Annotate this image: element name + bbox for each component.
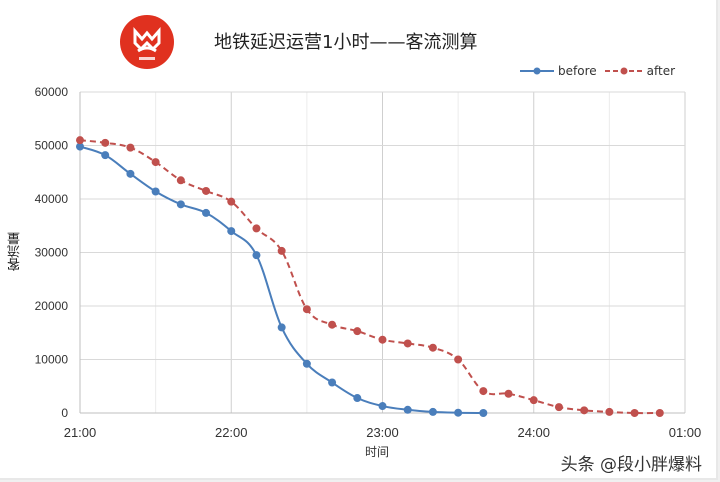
data-point <box>403 339 412 348</box>
data-point <box>403 405 412 414</box>
data-point <box>378 402 387 411</box>
svg-text:22:00: 22:00 <box>215 425 248 440</box>
data-point <box>202 208 211 217</box>
data-point <box>328 320 337 329</box>
tick-labels: 0 10000 20000 30000 40000 50000 60000 21:00 22:0… <box>35 85 702 440</box>
data-point <box>252 251 261 260</box>
data-point <box>479 387 488 396</box>
series-lines <box>76 136 664 417</box>
data-point <box>655 409 664 417</box>
data-point <box>126 143 135 152</box>
svg-text:23:00: 23:00 <box>366 425 399 440</box>
svg-text:50000: 50000 <box>35 139 69 153</box>
svg-text:40000: 40000 <box>35 192 69 206</box>
svg-text:0: 0 <box>61 406 68 420</box>
data-point <box>454 408 463 417</box>
data-point <box>353 394 362 403</box>
svg-text:60000: 60000 <box>35 85 69 99</box>
svg-text:21:00: 21:00 <box>64 425 97 440</box>
data-point <box>302 305 311 314</box>
series-before <box>76 142 488 417</box>
svg-text:24:00: 24:00 <box>517 425 550 440</box>
legend-after-line-icon <box>604 67 643 75</box>
data-point <box>504 389 513 398</box>
data-point <box>554 403 563 412</box>
data-point <box>454 355 463 364</box>
data-point <box>126 169 135 178</box>
gridlines <box>79 91 686 414</box>
svg-text:20000: 20000 <box>35 299 69 313</box>
data-point <box>630 409 639 417</box>
data-point <box>202 186 211 195</box>
data-point <box>529 396 538 405</box>
watermark: 头条 @段小胖爆料 <box>560 455 702 475</box>
data-point <box>378 335 387 344</box>
x-axis-label: 时间 <box>365 445 390 459</box>
data-point <box>227 227 236 236</box>
data-point <box>302 359 311 368</box>
data-point <box>151 158 160 167</box>
data-point <box>151 187 160 196</box>
data-point <box>428 343 437 352</box>
data-point <box>76 136 84 145</box>
legend-before-line-icon <box>520 67 554 75</box>
data-point <box>428 407 437 416</box>
data-point <box>101 151 110 160</box>
series-after <box>76 136 664 417</box>
data-point <box>479 409 488 417</box>
data-point <box>176 176 185 185</box>
data-point <box>605 407 614 416</box>
svg-text:10000: 10000 <box>35 353 69 367</box>
svg-text:01:00: 01:00 <box>669 425 702 440</box>
legend: before after <box>520 64 675 78</box>
data-point <box>227 197 236 206</box>
data-point <box>277 323 286 332</box>
legend-after-label: after <box>646 64 676 78</box>
data-point <box>580 406 589 415</box>
legend-after: after <box>604 64 676 78</box>
data-point <box>101 138 110 147</box>
data-point <box>328 378 337 387</box>
data-point <box>277 246 286 255</box>
legend-before-label: before <box>558 64 597 78</box>
data-point <box>76 142 84 151</box>
svg-text:30000: 30000 <box>35 246 69 260</box>
data-point <box>353 327 362 336</box>
data-point <box>252 224 261 233</box>
mm-logo-icon <box>120 15 174 69</box>
data-point <box>176 200 185 209</box>
legend-before: before <box>520 64 597 78</box>
chart-title: 地铁延迟运营1小时——客流测算 <box>214 32 478 53</box>
